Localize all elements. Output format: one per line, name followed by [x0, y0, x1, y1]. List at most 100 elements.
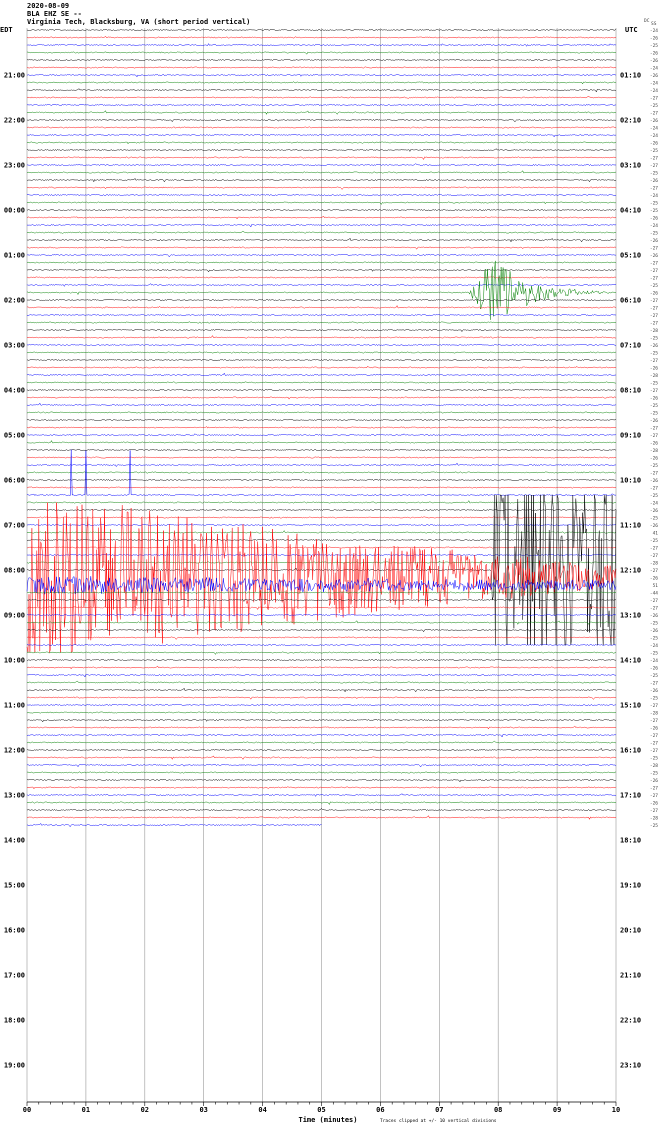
dc-labels: -24-26-25-26-26-24-26-24-24-27-25-27-26-…: [650, 28, 658, 829]
trace: [27, 449, 617, 451]
utc-hour-label: 21:10: [620, 972, 641, 980]
trace: [26, 815, 617, 820]
trace: [26, 696, 617, 700]
trace: [26, 237, 617, 243]
dc-offset-label: -25: [650, 350, 658, 356]
trace: [26, 201, 617, 205]
trace: [26, 711, 617, 714]
utc-hour-label: 18:10: [620, 837, 641, 845]
trace: [26, 74, 617, 78]
edt-hour-label: 08:00: [4, 567, 25, 575]
dc-offset-label: -27: [650, 185, 658, 191]
dc-offset-label: -26: [650, 58, 658, 64]
trace: [26, 134, 617, 138]
trace: [26, 29, 617, 31]
dc-offset-label: -28: [650, 763, 658, 769]
edt-hour-label: 17:00: [4, 972, 25, 980]
trace: [26, 372, 617, 376]
dc-header: DC: [644, 18, 650, 24]
dc-offset-label: 51: [653, 583, 659, 589]
dc-offset-label: -25: [650, 463, 658, 469]
dc-offset-label: -26: [650, 395, 658, 401]
dc-offset-label: -27: [650, 568, 658, 574]
utc-hour-label: 22:10: [620, 1017, 641, 1025]
trace: [26, 734, 617, 738]
trace: [26, 719, 617, 723]
dc-offset-label: -25: [650, 770, 658, 776]
utc-hour-label: 08:10: [620, 387, 641, 395]
utc-hour-label: 07:10: [620, 342, 641, 350]
trace: [26, 269, 617, 273]
utc-hour-label: 17:10: [620, 792, 641, 800]
dc-offset-label: -26: [650, 725, 658, 731]
edt-hour-label: 13:00: [4, 792, 25, 800]
trace: [26, 276, 617, 279]
dc-offset-label: -26: [650, 35, 658, 41]
trace: [26, 261, 617, 264]
trace: [26, 747, 617, 751]
dc-offset-label: -28: [650, 815, 658, 821]
title-date: 2020-08-09: [27, 2, 69, 10]
dc-offset-label: -27: [650, 245, 658, 251]
dc-offset-label: -27: [650, 785, 658, 791]
dc-offset-label: -25: [650, 493, 658, 499]
dc-offset-label: -25: [650, 538, 658, 544]
dc-offset-label: -26: [650, 478, 658, 484]
edt-hour-label: 09:00: [4, 612, 25, 620]
dc-offset-label: -24: [650, 80, 658, 86]
trace: [26, 644, 617, 646]
title-location: Virginia Tech, Blacksburg, VA (short per…: [27, 18, 250, 26]
trace: [26, 186, 617, 190]
edt-hour-label: 00:00: [4, 207, 25, 215]
trace: [26, 591, 617, 594]
trace: [26, 215, 617, 220]
utc-labels: 01:10 02:10 03:10 04:10 05:10 06:10 07:10 08:10…: [620, 72, 641, 1070]
dc-offset-label: -26: [650, 778, 658, 784]
trace: [27, 433, 617, 436]
dc-offset-label: -27: [650, 605, 658, 611]
x-tick-label: 00: [23, 1106, 31, 1114]
title-station: BLA EHZ SE --: [27, 10, 82, 18]
edt-hour-label: 10:00: [4, 657, 25, 665]
edt-hour-label: 03:00: [4, 342, 25, 350]
utc-hour-label: 12:10: [620, 567, 641, 575]
dc-offset-label: 41: [653, 530, 659, 536]
dc-offset-label: -25: [650, 208, 658, 214]
dc-offset-label: -25: [650, 43, 658, 49]
edt-hour-label: 06:00: [4, 477, 25, 485]
dc-offset-label: -27: [650, 163, 658, 169]
x-tick-label: 03: [199, 1106, 207, 1114]
dc-offset-label: -25: [650, 283, 658, 289]
traces: [26, 29, 617, 828]
x-tick-label: 10: [612, 1106, 620, 1114]
edt-hour-label: 07:00: [4, 522, 25, 530]
trace: [26, 402, 617, 406]
edt-hour-label: 19:00: [4, 1062, 25, 1070]
x-tick-label: 09: [553, 1106, 561, 1114]
utc-hour-label: 01:10: [620, 72, 641, 80]
trace: [26, 456, 617, 459]
trace: [26, 351, 617, 354]
dc-offset-label: -26: [650, 238, 658, 244]
utc-hour-label: 14:10: [620, 657, 641, 665]
utc-hour-label: 06:10: [620, 297, 641, 305]
trace: [26, 298, 616, 301]
trace: [26, 141, 617, 145]
dc-offset-label: -25: [650, 635, 658, 641]
utc-hour-label: 15:10: [620, 702, 641, 710]
trace: [26, 88, 617, 93]
dc-offset-label: -26: [650, 253, 658, 259]
trace: [26, 440, 617, 444]
dc-offset-label: -26: [650, 508, 658, 514]
dc-offset-label: -26: [650, 365, 658, 371]
utc-hour-label: 23:10: [620, 1062, 641, 1070]
dc-header-sub: SS: [651, 21, 657, 27]
trace: [26, 170, 617, 174]
x-tick-label: 01: [82, 1106, 90, 1114]
trace: [26, 389, 617, 391]
trace: [26, 740, 617, 744]
dc-offset-label: -25: [650, 755, 658, 761]
trace: [26, 163, 617, 167]
dc-offset-label: -25: [650, 335, 658, 341]
trace: [26, 314, 617, 316]
